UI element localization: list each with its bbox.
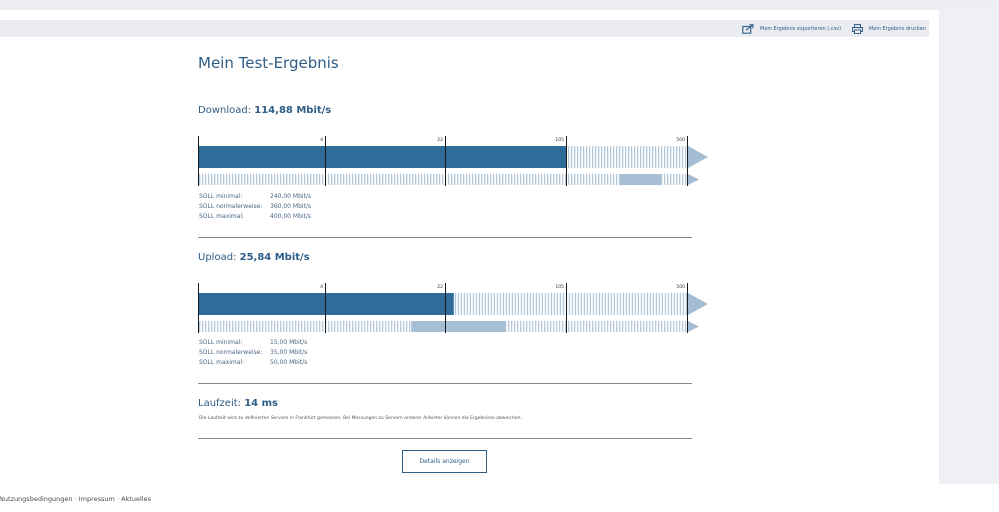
tick-label-4: 4 [320, 137, 323, 143]
download-value: 114,88 Mbit/s [254, 105, 332, 116]
soll-speed-fill [411, 321, 506, 332]
tick-label-4: 4 [320, 284, 323, 290]
tick-line-500 [687, 283, 688, 333]
tick-line-4 [325, 136, 326, 186]
tick-label-22: 22 [437, 284, 443, 290]
download-speed-bar: 4 22 105 500 [198, 136, 708, 186]
axis-start-line [198, 283, 199, 333]
footer-links: Nutzungsbedingungen · Impressum · Aktuel… [0, 495, 151, 503]
latency-note: Die Laufzeit wird zu definierten Servern… [199, 416, 522, 421]
tick-line-22 [445, 283, 446, 333]
tick-label-500: 500 [676, 284, 685, 290]
upload-label: Upload: [198, 252, 237, 263]
divider [198, 438, 692, 439]
tick-line-4 [325, 283, 326, 333]
export-csv-button[interactable]: Mein Ergebnis exportieren (.csv) [742, 20, 841, 37]
upload-soll-normal: SOLL normalerweise: 35,00 Mbit/s [199, 349, 308, 357]
download-label: Download: [198, 105, 252, 116]
footer-link-terms[interactable]: Nutzungsbedingungen [0, 495, 73, 503]
download-soll-max: SOLL maximal: 400,00 Mbit/s [199, 213, 312, 221]
divider [198, 383, 692, 384]
details-button[interactable]: Details anzeigen [402, 450, 487, 473]
tick-line-105 [566, 283, 567, 333]
upload-value: 25,84 Mbit/s [239, 252, 310, 263]
main-bar-arrow [688, 293, 708, 315]
footer-link-news[interactable]: Aktuelles [121, 495, 151, 503]
footer-link-imprint[interactable]: Impressum [78, 495, 115, 503]
soll-bar-arrow [688, 321, 699, 332]
tick-label-105: 105 [555, 284, 564, 290]
latency-value: 14 ms [244, 398, 278, 409]
tick-label-500: 500 [676, 137, 685, 143]
upload-soll-list: SOLL minimal: 15,00 Mbit/s SOLL normalerw… [199, 338, 307, 369]
upload-soll-max: SOLL maximal: 50,00 Mbit/s [199, 359, 308, 367]
download-title: Download: 114,88 Mbit/s [198, 105, 331, 116]
upload-title: Upload: 25,84 Mbit/s [198, 252, 310, 263]
soll-speed-fill [620, 174, 662, 185]
export-csv-label: Mein Ergebnis exportieren (.csv) [760, 25, 842, 32]
top-strip [0, 0, 999, 10]
upload-soll-min: SOLL minimal: 15,00 Mbit/s [199, 339, 308, 346]
footer [0, 484, 999, 512]
result-card [0, 10, 939, 484]
download-soll-min: SOLL minimal: 240,00 Mbit/s [199, 193, 312, 200]
download-soll-normal: SOLL normalerweise: 360,00 Mbit/s [199, 203, 312, 211]
main-bar-arrow [688, 146, 708, 168]
bar-stripes [454, 293, 688, 315]
download-soll-list: SOLL minimal: 240,00 Mbit/s SOLL normaler… [199, 192, 311, 223]
tick-label-22: 22 [437, 137, 443, 143]
latency-label: Laufzeit: [198, 398, 242, 409]
printer-icon [852, 23, 863, 34]
page-title: Mein Test-Ergebnis [198, 54, 339, 72]
upload-speed-bar: 4 22 105 500 [198, 283, 708, 333]
soll-bar-arrow [688, 174, 699, 185]
tick-label-105: 105 [555, 137, 564, 143]
tick-line-500 [687, 136, 688, 186]
axis-start-line [198, 136, 199, 186]
latency-title: Laufzeit: 14 ms [198, 398, 278, 409]
result-toolbar: Mein Ergebnis exportieren (.csv) Mein Er… [0, 20, 929, 37]
bar-stripes [199, 174, 687, 185]
tick-line-22 [445, 136, 446, 186]
bar-stripes [567, 146, 690, 168]
share-export-icon [742, 23, 754, 34]
print-label: Mein Ergebnis drucken [869, 25, 926, 32]
tick-line-105 [566, 136, 567, 186]
measured-speed-fill [198, 146, 567, 168]
print-button[interactable]: Mein Ergebnis drucken [852, 20, 926, 37]
divider [198, 237, 692, 238]
